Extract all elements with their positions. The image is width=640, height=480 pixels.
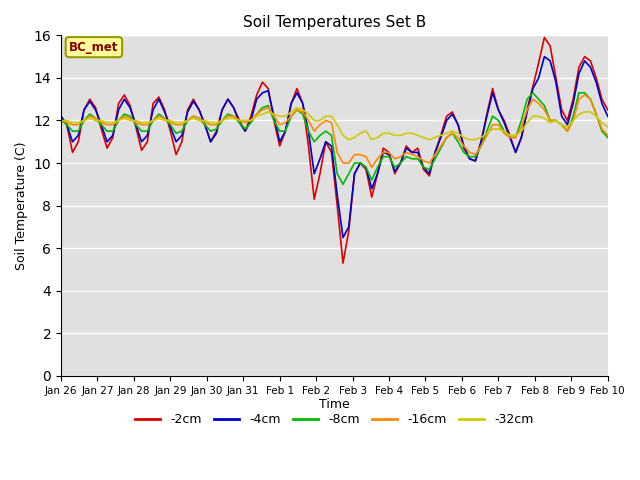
- Line: -8cm: -8cm: [61, 93, 608, 184]
- -2cm: [541, 35, 548, 40]
- -8cm: [339, 181, 347, 187]
- X-axis label: Time: Time: [319, 398, 349, 411]
- Line: -4cm: -4cm: [61, 57, 608, 238]
- -16cm: [57, 118, 65, 123]
- -8cm: [529, 90, 537, 96]
- -2cm: [132, 124, 140, 130]
- -8cm: [604, 134, 612, 140]
- -4cm: [604, 113, 612, 119]
- Legend: -2cm, -4cm, -8cm, -16cm, -32cm: -2cm, -4cm, -8cm, -16cm, -32cm: [130, 408, 538, 431]
- -32cm: [339, 132, 347, 138]
- -16cm: [564, 128, 572, 134]
- -8cm: [356, 160, 364, 166]
- -2cm: [57, 113, 65, 119]
- -4cm: [339, 235, 347, 240]
- -16cm: [293, 107, 301, 113]
- Line: -16cm: -16cm: [61, 95, 608, 168]
- -2cm: [356, 160, 364, 166]
- -4cm: [356, 160, 364, 166]
- -32cm: [293, 105, 301, 110]
- -2cm: [212, 128, 220, 134]
- -32cm: [604, 124, 612, 130]
- -32cm: [570, 118, 577, 123]
- -16cm: [212, 122, 220, 128]
- -4cm: [212, 131, 220, 136]
- -8cm: [212, 126, 220, 132]
- -2cm: [604, 107, 612, 113]
- Text: BC_met: BC_met: [69, 41, 118, 54]
- -32cm: [362, 128, 370, 134]
- -32cm: [345, 137, 353, 143]
- -4cm: [293, 90, 301, 96]
- -16cm: [581, 92, 589, 98]
- -4cm: [570, 101, 577, 107]
- -16cm: [604, 132, 612, 138]
- -16cm: [132, 120, 140, 125]
- -8cm: [293, 107, 301, 113]
- -8cm: [132, 122, 140, 128]
- -32cm: [57, 118, 65, 123]
- -4cm: [132, 122, 140, 128]
- -8cm: [333, 171, 341, 177]
- -32cm: [132, 118, 140, 123]
- -16cm: [333, 150, 341, 156]
- Line: -2cm: -2cm: [61, 37, 608, 263]
- -8cm: [57, 118, 65, 123]
- Title: Soil Temperatures Set B: Soil Temperatures Set B: [243, 15, 426, 30]
- -2cm: [333, 203, 341, 208]
- -2cm: [570, 96, 577, 102]
- -8cm: [570, 113, 577, 119]
- -32cm: [299, 107, 307, 113]
- -4cm: [333, 192, 341, 198]
- -2cm: [293, 85, 301, 91]
- Y-axis label: Soil Temperature (C): Soil Temperature (C): [15, 142, 28, 270]
- -16cm: [368, 165, 376, 170]
- -16cm: [351, 152, 358, 157]
- -32cm: [212, 120, 220, 125]
- -4cm: [57, 113, 65, 119]
- Line: -32cm: -32cm: [61, 108, 608, 140]
- -4cm: [541, 54, 548, 60]
- -2cm: [339, 260, 347, 266]
